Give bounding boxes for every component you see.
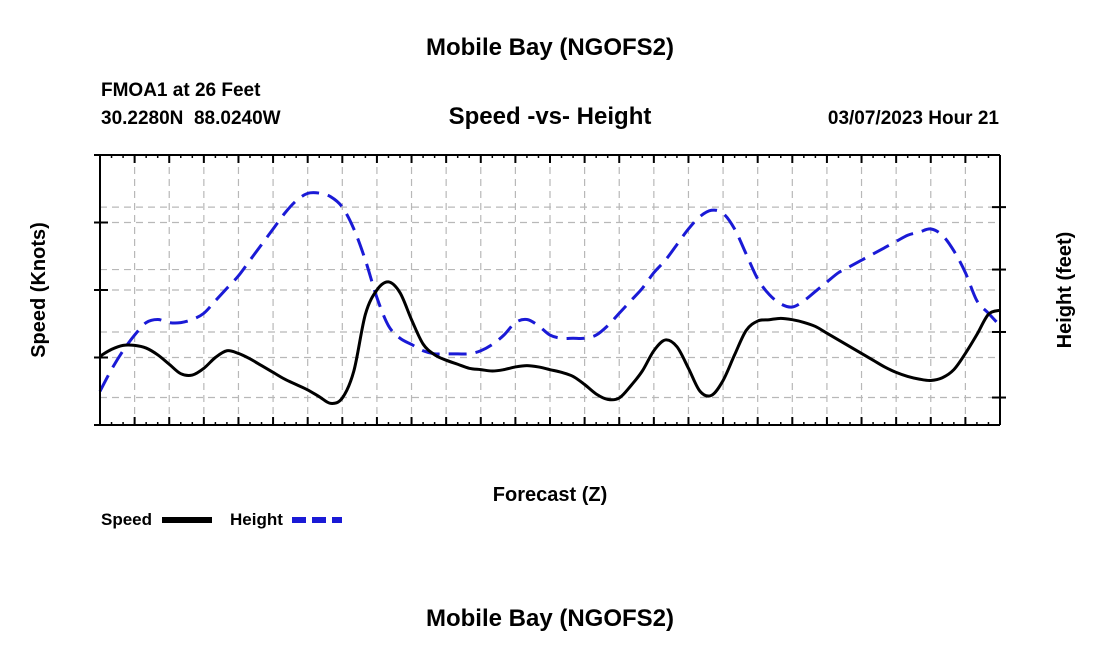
footer-title: Mobile Bay (NGOFS2)	[426, 605, 674, 632]
legend-label-height: Height	[230, 510, 283, 529]
legend-label-speed: Speed	[101, 510, 152, 529]
timestamp: 03/07/2023 Hour 21	[828, 108, 1000, 129]
y-axis-label: Speed (Knots)	[28, 222, 50, 358]
series-layer	[98, 191, 1002, 405]
station-name: FMOA1 at 26 Feet	[101, 80, 261, 101]
series-line-speed	[99, 280, 1001, 405]
y2-axis-label: Height (feet)	[1054, 232, 1076, 349]
x-axis-label: Forecast (Z)	[493, 484, 607, 506]
station-coords: 30.2280N 88.0240W	[101, 108, 281, 129]
chart-title: Speed -vs- Height	[449, 103, 652, 130]
grid	[100, 155, 1000, 425]
legend: Speed Height	[101, 510, 342, 529]
page-title: Mobile Bay (NGOFS2)	[426, 34, 674, 61]
ticks	[94, 154, 1006, 426]
series-line-height	[98, 191, 1002, 392]
